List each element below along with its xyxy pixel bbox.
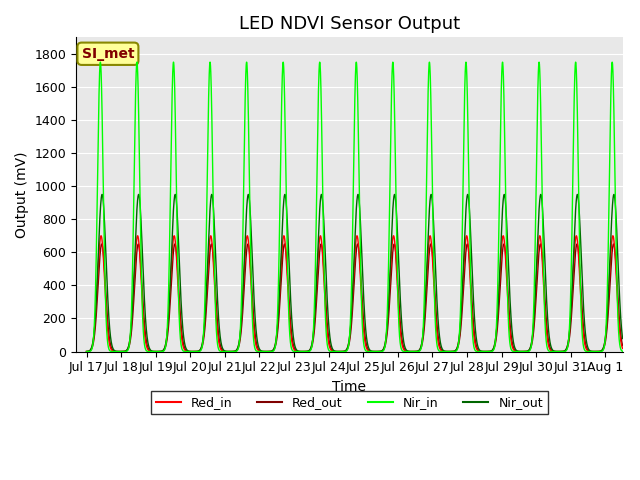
- X-axis label: Time: Time: [332, 380, 366, 394]
- Text: SI_met: SI_met: [82, 47, 134, 61]
- Title: LED NDVI Sensor Output: LED NDVI Sensor Output: [239, 15, 460, 33]
- Legend: Red_in, Red_out, Nir_in, Nir_out: Red_in, Red_out, Nir_in, Nir_out: [150, 391, 548, 414]
- Y-axis label: Output (mV): Output (mV): [15, 151, 29, 238]
